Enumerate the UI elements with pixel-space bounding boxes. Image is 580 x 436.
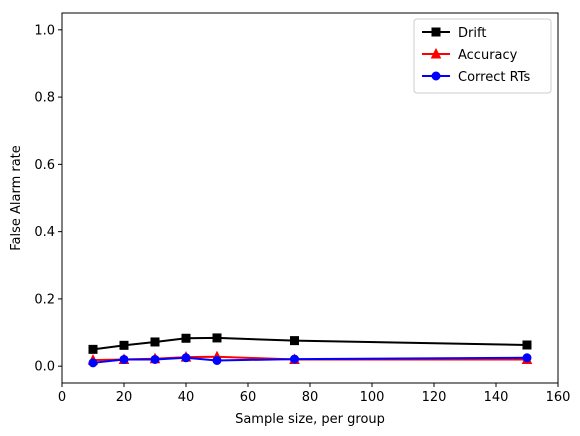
data-point-correct-rts xyxy=(522,353,532,363)
data-point-drift xyxy=(290,336,299,346)
data-point-drift xyxy=(119,340,129,350)
x-axis: 0 20 40 60 80 100 120 140 160 xyxy=(58,383,571,405)
y-axis-label: False Alarm rate xyxy=(9,145,24,251)
x-tick-label: 40 xyxy=(178,390,195,405)
y-tick-label: 0.2 xyxy=(34,292,55,307)
x-tick-label: 140 xyxy=(484,390,509,405)
x-tick-label: 160 xyxy=(546,390,571,405)
series-layer xyxy=(87,333,533,368)
y-tick-label: 0.4 xyxy=(34,225,55,240)
legend-label-correct-rts: Correct RTs xyxy=(458,70,530,85)
legend-box xyxy=(413,18,552,94)
y-tick-label: 0.6 xyxy=(34,158,55,173)
x-tick-label: 0 xyxy=(58,390,66,405)
data-point-correct-rts xyxy=(290,354,299,364)
x-tick-label: 20 xyxy=(116,390,133,405)
y-tick-label: 1.0 xyxy=(34,23,55,38)
data-point-drift xyxy=(522,340,532,350)
legend-marker-correct-rts xyxy=(431,71,441,81)
data-point-drift xyxy=(88,344,98,354)
data-point-drift xyxy=(150,337,160,347)
x-tick-label: 100 xyxy=(360,390,385,405)
x-axis-label: Sample size, per group xyxy=(235,412,385,427)
data-point-correct-rts xyxy=(150,354,160,364)
legend-label-accuracy: Accuracy xyxy=(458,48,518,63)
data-point-drift xyxy=(212,333,222,343)
y-tick-label: 0.8 xyxy=(34,91,55,106)
legend-label-drift: Drift xyxy=(458,26,486,41)
legend: Drift Accuracy Correct RTs xyxy=(413,18,552,94)
data-point-correct-rts xyxy=(88,358,98,368)
data-point-correct-rts xyxy=(181,353,191,363)
data-point-correct-rts xyxy=(212,355,222,365)
data-point-correct-rts xyxy=(119,354,129,364)
legend-marker-accuracy xyxy=(430,47,442,59)
y-tick-label: 0.0 xyxy=(34,360,55,375)
data-point-drift xyxy=(181,333,191,343)
x-tick-label: 60 xyxy=(240,390,257,405)
y-axis: 0.0 0.2 0.4 0.6 0.8 1.0 xyxy=(34,23,62,375)
x-tick-label: 80 xyxy=(302,390,319,405)
legend-marker-drift xyxy=(431,27,441,37)
x-tick-label: 120 xyxy=(422,390,447,405)
